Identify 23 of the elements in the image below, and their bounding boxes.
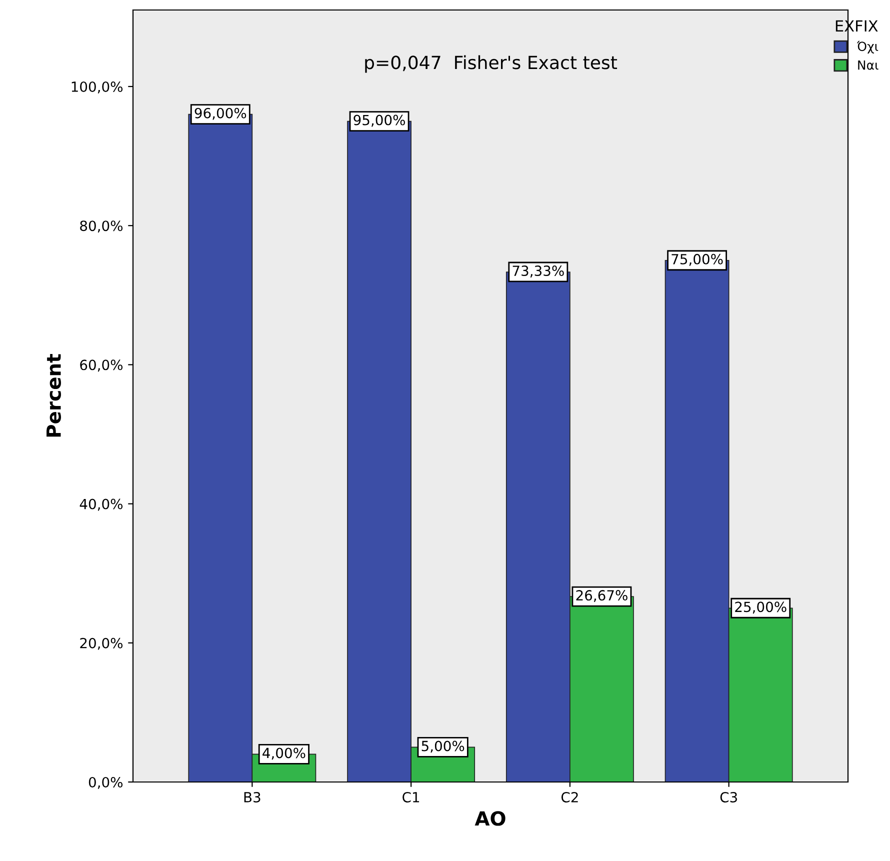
y-tick-label: 40,0% <box>80 498 123 511</box>
y-tick-label: 0,0% <box>88 776 123 789</box>
data-label: 25,00% <box>735 602 786 614</box>
data-label: 26,67% <box>576 590 628 602</box>
x-axis-title: AO <box>474 811 506 826</box>
legend-label: Όχι <box>856 40 878 54</box>
annotation: p=0,047 Fisher's Exact test <box>365 55 618 73</box>
data-label: 73,33% <box>512 266 564 278</box>
y-tick-label: 80,0% <box>80 220 123 232</box>
x-tick-label: C1 <box>402 792 420 802</box>
y-tick-label: 60,0% <box>80 360 123 372</box>
x-tick-label: C2 <box>561 792 578 802</box>
legend-label: Ναι <box>858 60 878 70</box>
x-tick-label: B3 <box>244 792 260 802</box>
y-axis-title: Percent <box>46 354 61 437</box>
data-label: 96,00% <box>194 108 246 120</box>
data-label: 4,00% <box>262 748 306 760</box>
y-tick-label: 20,0% <box>80 638 123 650</box>
x-tick-label: C3 <box>720 792 737 802</box>
data-label: 5,00% <box>422 740 464 753</box>
data-label: 75,00% <box>672 254 723 266</box>
y-tick-label: 100,0% <box>72 81 123 94</box>
data-label: 95,00% <box>354 114 405 127</box>
